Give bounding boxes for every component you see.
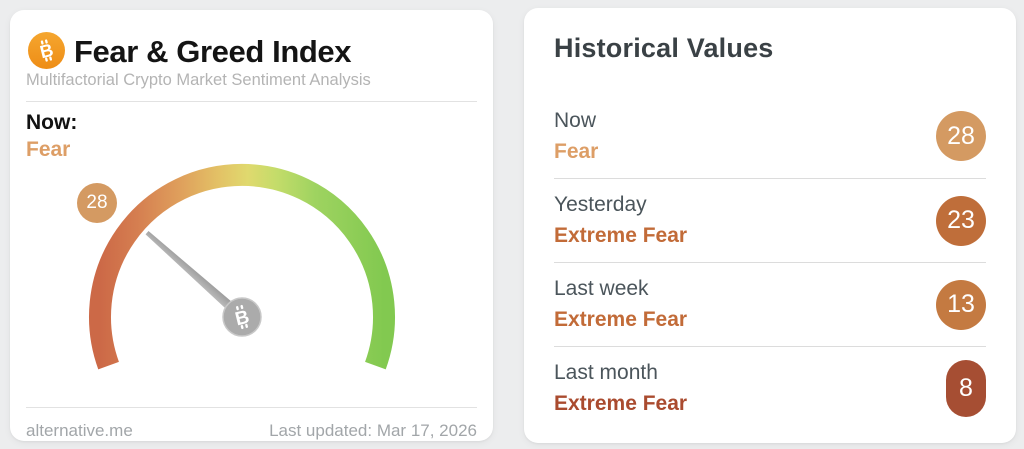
historical-values-title: Historical Values — [554, 33, 774, 63]
history-row-last-week: Last week Extreme Fear 13 — [554, 262, 986, 346]
last-updated-text: Last updated: Mar 17, 2026 — [269, 421, 477, 440]
now-label: Now: — [26, 111, 78, 134]
row-classification: Extreme Fear — [554, 392, 688, 415]
row-classification: Fear — [554, 139, 599, 163]
row-period-label: Yesterday — [554, 193, 647, 216]
history-row-now: Now Fear 28 — [554, 94, 986, 178]
gauge-hub: B — [222, 297, 262, 337]
history-row-last-month: Last month Extreme Fear 8 — [554, 346, 986, 430]
row-period-label: Now — [554, 108, 597, 132]
row-period-label: Last month — [554, 361, 658, 384]
gauge-needle — [145, 231, 248, 323]
page-title: Fear & Greed Index — [74, 34, 352, 69]
header-divider — [26, 101, 477, 102]
gauge-value-badge: 28 — [77, 183, 117, 223]
row-period-label: Last week — [554, 277, 649, 300]
gauge-arc — [89, 164, 395, 370]
alternative-me-link[interactable]: alternative.me — [26, 421, 133, 440]
history-row-yesterday: Yesterday Extreme Fear 23 — [554, 178, 986, 262]
now-classification: Fear — [26, 138, 71, 161]
historical-rows: Now Fear 28 Yesterday Extreme Fear 23 La… — [554, 94, 986, 430]
row-classification: Extreme Fear — [554, 308, 688, 331]
page-subtitle: Multifactorial Crypto Market Sentiment A… — [26, 71, 371, 89]
row-value-badge: 23 — [936, 195, 986, 246]
fear-greed-card: B Fear & Greed Index Multifactorial Cryp… — [10, 10, 493, 441]
historical-values-card: Historical Values Now Fear 28 Yesterday … — [524, 8, 1016, 443]
bitcoin-hub-icon: B — [233, 304, 252, 331]
svg-text:B: B — [38, 40, 55, 63]
row-value-badge: 13 — [936, 279, 986, 330]
bitcoin-icon: B — [28, 32, 65, 69]
row-value-badge: 8 — [946, 360, 986, 417]
fear-greed-gauge: B — [89, 164, 395, 370]
svg-text:B: B — [233, 307, 251, 331]
row-classification: Extreme Fear — [554, 224, 688, 247]
footer-divider — [26, 407, 477, 408]
row-value-badge: 28 — [936, 111, 986, 161]
